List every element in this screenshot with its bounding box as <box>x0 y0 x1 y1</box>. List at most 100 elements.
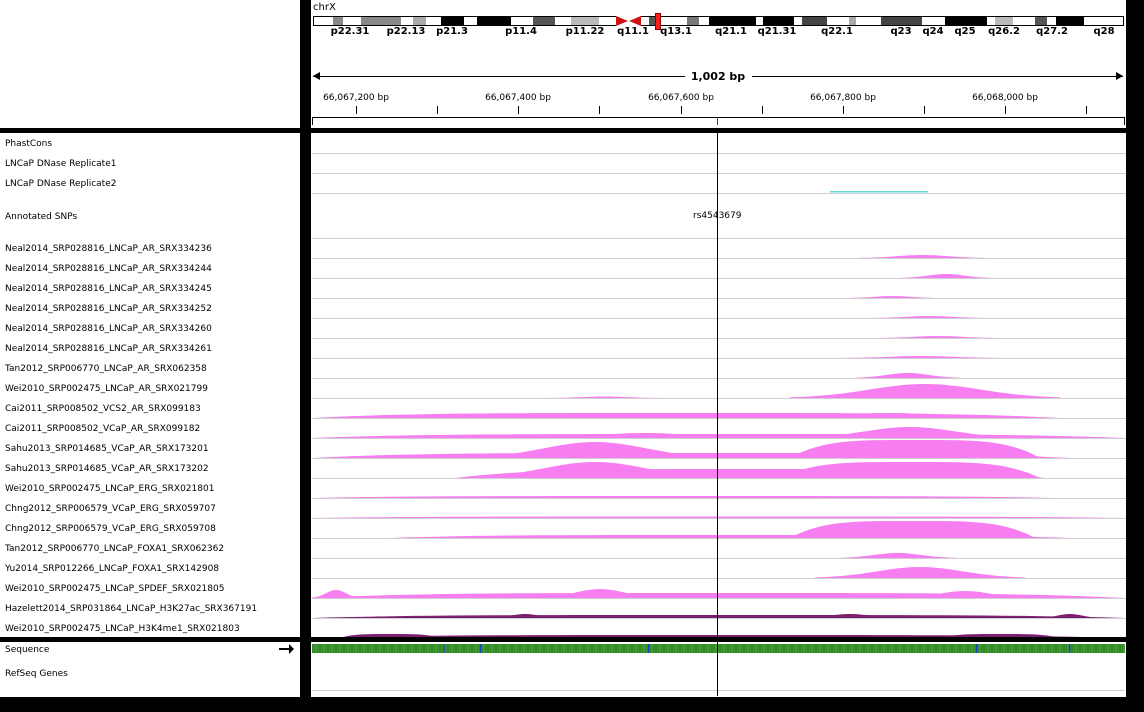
track-label[interactable]: Neal2014_SRP028816_LNCaP_AR_SRX334252 <box>5 304 212 314</box>
base-stripe <box>712 644 714 653</box>
base-stripe <box>865 644 868 653</box>
base-stripe <box>987 644 989 653</box>
sequence-track[interactable] <box>312 644 1125 653</box>
base-stripe <box>937 644 940 653</box>
base-stripe <box>715 644 717 653</box>
chromosome-band <box>802 16 827 26</box>
refseq-genes-track-label[interactable]: RefSeq Genes <box>5 669 68 679</box>
base-stripe <box>841 644 844 653</box>
base-stripe <box>870 644 872 653</box>
base-stripe <box>329 644 332 653</box>
chromosome-band <box>1056 16 1084 26</box>
chromosome-name[interactable]: chrX <box>313 2 336 13</box>
track-label[interactable]: LNCaP DNase Replicate1 <box>5 159 117 169</box>
base-stripe <box>550 644 552 653</box>
base-stripe <box>1057 644 1060 653</box>
track-label[interactable]: Annotated SNPs <box>5 212 78 222</box>
base-stripe <box>838 644 840 653</box>
base-stripe <box>1062 644 1064 653</box>
track-label[interactable]: PhastCons <box>5 139 53 149</box>
track-label[interactable]: Neal2014_SRP028816_LNCaP_AR_SRX334236 <box>5 244 212 254</box>
base-stripe <box>1088 644 1090 653</box>
base-stripe <box>481 644 484 653</box>
signal-peak <box>790 521 1035 538</box>
track-label[interactable]: Sahu2013_SRP014685_VCaP_AR_SRX173201 <box>5 444 209 454</box>
track-name-panel <box>0 133 300 637</box>
base-stripe <box>1115 644 1117 653</box>
base-stripe <box>1108 644 1111 653</box>
right-arrow-icon[interactable] <box>279 643 295 655</box>
base-stripe <box>489 644 492 653</box>
sequence-track-label[interactable]: Sequence <box>5 645 50 655</box>
base-stripe <box>745 644 748 653</box>
track-separator <box>312 298 1126 299</box>
chromosome-band <box>668 16 687 26</box>
histone-signal <box>312 615 1125 618</box>
base-stripe <box>678 644 680 653</box>
base-stripe <box>513 644 516 653</box>
track-label[interactable]: Neal2014_SRP028816_LNCaP_AR_SRX334260 <box>5 324 212 334</box>
base-stripe <box>873 644 876 653</box>
ruler-tick-label: 66,068,000 bp <box>972 93 1038 103</box>
signal-peak <box>840 553 955 558</box>
track-label[interactable]: LNCaP DNase Replicate2 <box>5 179 117 189</box>
track-label[interactable]: Neal2014_SRP028816_LNCaP_AR_SRX334245 <box>5 284 212 294</box>
signal-peak <box>860 255 985 258</box>
band-label: p21.3 <box>436 26 468 37</box>
base-stripe <box>784 644 786 653</box>
track-label[interactable]: Chng2012_SRP006579_VCaP_ERG_SRX059708 <box>5 524 216 534</box>
track-label[interactable]: Neal2014_SRP028816_LNCaP_AR_SRX334244 <box>5 264 212 274</box>
chromosome-band <box>756 16 763 26</box>
track-label[interactable]: Wei2010_SRP002475_LNCaP_H3K4me1_SRX02180… <box>5 624 240 634</box>
base-stripe <box>462 644 464 653</box>
signal-peak <box>873 316 985 318</box>
base-stripe <box>353 644 356 653</box>
base-stripe <box>667 644 669 653</box>
base-stripe <box>691 644 693 653</box>
base-stripe <box>448 644 450 653</box>
ruler-tick <box>924 106 925 114</box>
base-stripe <box>876 644 879 653</box>
base-stripe <box>1024 644 1026 653</box>
chromosome-band <box>987 16 995 26</box>
base-stripe <box>923 644 925 653</box>
signal-tracks[interactable] <box>311 133 1126 637</box>
base-stripe <box>657 644 660 653</box>
chromosome-band <box>827 16 849 26</box>
base-stripe <box>664 644 666 653</box>
base-stripe <box>1041 644 1044 653</box>
track-label[interactable]: Hazelett2014_SRP031864_LNCaP_H3K27ac_SRX… <box>5 604 258 614</box>
base-stripe <box>419 644 421 653</box>
base-stripe <box>569 644 572 653</box>
base-stripe <box>662 644 664 653</box>
chromosome-band <box>555 16 571 26</box>
track-label[interactable]: Neal2014_SRP028816_LNCaP_AR_SRX334261 <box>5 344 212 354</box>
track-label[interactable]: Cai2011_SRP008502_VCaP_AR_SRX099182 <box>5 424 201 434</box>
track-label[interactable]: Chng2012_SRP006579_VCaP_ERG_SRX059707 <box>5 504 216 514</box>
track-label[interactable]: Wei2010_SRP002475_LNCaP_AR_SRX021799 <box>5 384 208 394</box>
track-separator <box>312 598 1126 599</box>
base-stripe <box>403 644 405 653</box>
track-label[interactable]: Cai2011_SRP008502_VCS2_AR_SRX099183 <box>5 404 201 414</box>
header-name-panel <box>0 0 300 128</box>
chromosome-band <box>477 16 511 26</box>
track-label[interactable]: Wei2010_SRP002475_LNCaP_SPDEF_SRX021805 <box>5 584 225 594</box>
track-label[interactable]: Tan2012_SRP006770_LNCaP_FOXA1_SRX062362 <box>5 544 225 554</box>
base-stripe <box>414 644 416 653</box>
base-stripe <box>1091 644 1093 653</box>
base-stripe <box>480 644 482 653</box>
base-stripe <box>438 644 440 653</box>
base-stripe <box>556 644 559 653</box>
signal-peak <box>850 296 935 298</box>
base-stripe <box>1003 644 1005 653</box>
base-stripe <box>558 644 560 653</box>
base-stripe <box>1054 644 1056 653</box>
track-label[interactable]: Yu2014_SRP012266_LNCaP_FOXA1_SRX142908 <box>5 564 220 574</box>
track-label[interactable]: Wei2010_SRP002475_LNCaP_ERG_SRX021801 <box>5 484 215 494</box>
base-stripe <box>424 644 426 653</box>
base-stripe <box>940 644 943 653</box>
track-label[interactable]: Tan2012_SRP006770_LNCaP_AR_SRX062358 <box>5 364 207 374</box>
track-label[interactable]: Sahu2013_SRP014685_VCaP_AR_SRX173202 <box>5 464 209 474</box>
base-stripe <box>521 644 524 653</box>
span-arrow-left <box>313 76 685 77</box>
